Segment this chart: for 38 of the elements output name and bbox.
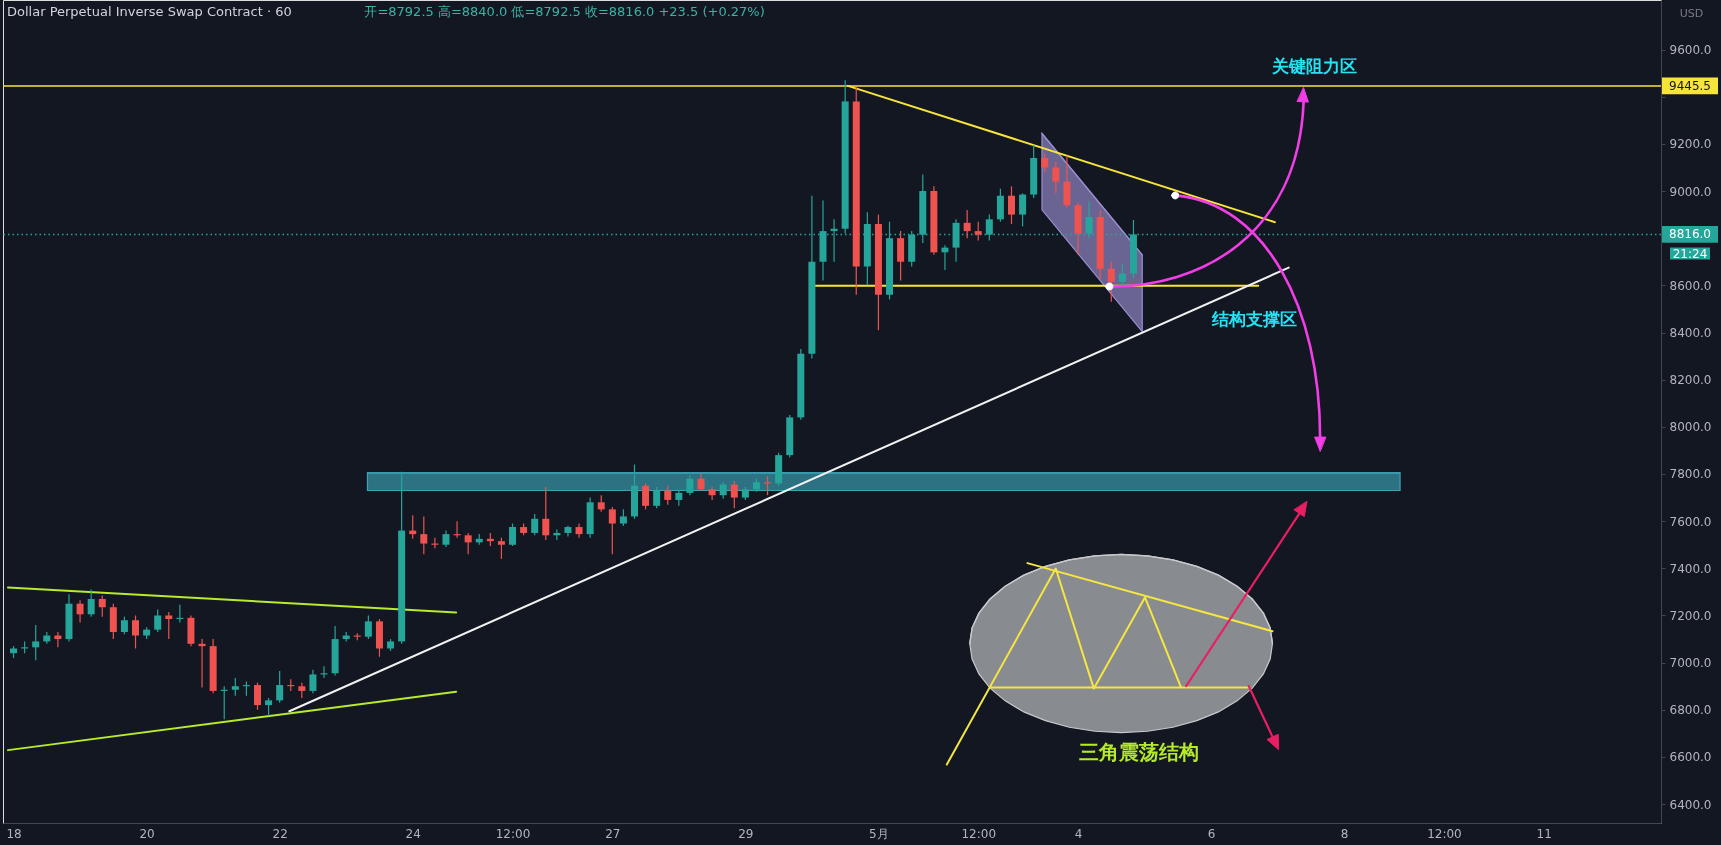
annotation: 三角震荡结构 bbox=[1078, 739, 1199, 764]
y-axis-title: USD bbox=[1679, 6, 1704, 20]
x-tick-label: 8 bbox=[1340, 826, 1349, 841]
y-tick-label: 6400.0 bbox=[1669, 797, 1712, 812]
annotation: 关键阻力区 bbox=[1271, 55, 1358, 76]
y-tick-label: 7400.0 bbox=[1669, 561, 1712, 576]
y-tick-label: 9600.0 bbox=[1669, 43, 1712, 58]
x-tick-label: 12:00 bbox=[1427, 826, 1462, 841]
annotation: 结构支撑区 bbox=[1210, 309, 1297, 330]
x-tick-label: 6 bbox=[1207, 826, 1216, 841]
x-tick-label: 12:00 bbox=[495, 826, 531, 841]
x-tick-label: 4 bbox=[1074, 826, 1083, 841]
x-tick-label: 29 bbox=[738, 826, 754, 841]
x-tick-label: 27 bbox=[605, 826, 621, 841]
y-tick-label: 6800.0 bbox=[1669, 703, 1712, 718]
x-tick-label: 11 bbox=[1536, 826, 1552, 841]
y-tick-label: 9200.0 bbox=[1669, 137, 1712, 152]
x-tick-label: 20 bbox=[139, 826, 155, 841]
y-tick-label: 9000.0 bbox=[1669, 184, 1712, 199]
y-tick-label: 7000.0 bbox=[1669, 656, 1712, 671]
x-tick-label: 12:00 bbox=[961, 826, 997, 841]
x-tick-label: 5月 bbox=[869, 826, 889, 841]
chart-subtitle: 开=8792.5 高=8840.0 低=8792.5 收=8816.0 +23.5 (+0.27%) bbox=[364, 4, 765, 19]
y-tick-label: 6600.0 bbox=[1669, 750, 1712, 765]
y-tick-label: 8400.0 bbox=[1669, 326, 1712, 340]
y-tick-label: 8600.0 bbox=[1669, 278, 1712, 293]
y-tick-label: 8200.0 bbox=[1669, 373, 1712, 388]
x-tick-label: 24 bbox=[405, 826, 421, 841]
y-tick-label: 7800.0 bbox=[1669, 467, 1712, 482]
chart-title: Dollar Perpetual Inverse Swap Contract · 60 bbox=[7, 4, 292, 19]
y-tick-label: 8000.0 bbox=[1669, 420, 1712, 435]
y-tick-label: 7600.0 bbox=[1669, 514, 1712, 529]
x-tick-label: 22 bbox=[272, 826, 288, 841]
x-tick-label: 18 bbox=[6, 826, 22, 841]
ref-line-label: 9445.5 bbox=[1669, 78, 1711, 93]
y-tick-label: 7200.0 bbox=[1669, 608, 1712, 623]
ref-line-label: 8816.0 bbox=[1669, 227, 1711, 242]
text: 21:24 bbox=[1672, 246, 1708, 261]
